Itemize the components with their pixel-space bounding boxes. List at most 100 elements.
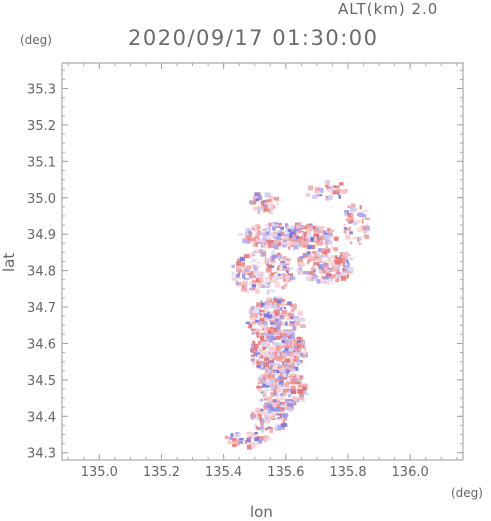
data-point	[250, 314, 253, 319]
data-point	[269, 339, 273, 343]
data-point	[254, 437, 259, 442]
data-point	[270, 289, 275, 293]
data-point	[279, 355, 283, 361]
data-point	[276, 203, 280, 206]
y-tick-label: 35.0	[27, 192, 56, 207]
data-point	[364, 234, 370, 239]
data-point	[254, 192, 260, 197]
data-point	[274, 326, 281, 330]
data-point	[246, 289, 250, 294]
data-point	[260, 271, 265, 276]
data-point	[269, 289, 272, 292]
data-point	[268, 194, 273, 200]
data-point	[323, 276, 330, 280]
data-point	[281, 268, 287, 271]
data-point	[301, 263, 304, 268]
data-point	[244, 439, 248, 444]
data-point	[260, 361, 265, 366]
data-point	[254, 249, 257, 254]
data-point	[275, 370, 281, 374]
data-point	[250, 274, 255, 279]
data-point	[245, 321, 251, 325]
data-point	[276, 230, 281, 233]
data-point	[258, 238, 263, 243]
data-point	[306, 241, 310, 247]
data-point	[250, 343, 256, 349]
data-point	[296, 340, 302, 343]
data-point	[232, 443, 237, 447]
data-point	[271, 301, 274, 306]
data-point	[299, 340, 304, 345]
data-point	[259, 408, 264, 412]
data-point	[299, 346, 302, 351]
data-point	[340, 251, 343, 257]
data-point	[292, 303, 297, 309]
data-point	[249, 281, 254, 286]
data-point	[264, 301, 268, 305]
data-point	[327, 195, 333, 201]
data-point	[263, 414, 269, 418]
data-point	[263, 351, 269, 356]
data-point	[261, 341, 267, 346]
data-point	[325, 245, 329, 248]
data-point	[346, 260, 349, 265]
data-point	[313, 276, 318, 282]
data-point	[281, 299, 285, 302]
data-point	[310, 236, 317, 241]
data-point	[350, 216, 354, 222]
data-point	[246, 253, 252, 259]
data-point	[294, 355, 297, 359]
data-point	[308, 224, 312, 230]
data-point	[255, 250, 262, 253]
data-point	[306, 259, 310, 265]
data-point	[279, 413, 283, 418]
data-point	[315, 254, 321, 258]
data-point	[263, 240, 267, 244]
data-point	[246, 431, 252, 435]
data-point	[352, 236, 358, 240]
data-point	[273, 303, 280, 306]
data-point	[265, 231, 270, 236]
data-point	[365, 225, 371, 231]
data-point	[270, 261, 276, 265]
data-point	[273, 324, 277, 328]
data-point	[284, 283, 288, 287]
data-point	[345, 257, 349, 262]
data-point	[281, 352, 288, 357]
data-point	[262, 251, 266, 257]
data-point	[254, 281, 259, 285]
data-point	[290, 267, 294, 270]
data-point	[267, 408, 272, 414]
data-point	[254, 227, 258, 233]
data-point	[272, 329, 275, 335]
data-point	[299, 245, 304, 248]
data-point	[323, 254, 329, 258]
data-point	[321, 251, 326, 254]
data-point	[324, 232, 329, 235]
data-point	[313, 270, 316, 273]
data-point	[283, 235, 289, 240]
data-point	[324, 267, 331, 271]
data-point	[272, 235, 275, 240]
data-point	[324, 262, 329, 268]
data-point	[270, 320, 276, 325]
data-point	[236, 261, 242, 266]
data-point	[281, 423, 288, 427]
data-point	[286, 338, 289, 344]
data-point	[276, 399, 279, 405]
data-point	[246, 437, 251, 443]
data-point	[300, 230, 304, 233]
data-point	[300, 398, 305, 403]
data-point	[257, 388, 262, 393]
data-point	[333, 263, 338, 268]
data-point	[280, 226, 284, 230]
data-point	[259, 313, 263, 317]
data-point	[324, 184, 329, 188]
data-point	[323, 234, 328, 239]
data-point	[291, 313, 295, 317]
data-point	[257, 283, 262, 288]
data-point	[281, 339, 286, 344]
data-point	[274, 427, 279, 431]
data-point	[347, 270, 353, 274]
data-point	[335, 256, 342, 260]
